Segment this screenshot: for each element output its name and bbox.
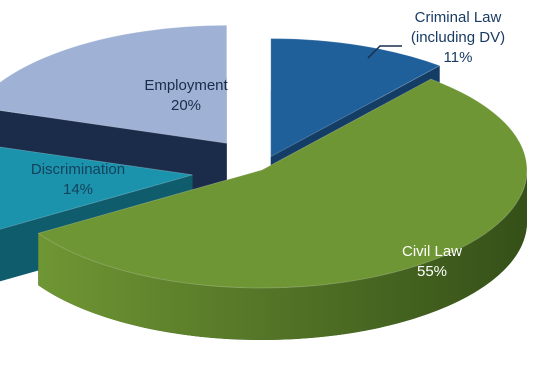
slice-value-label: 11% <box>444 49 473 66</box>
pie-slice <box>37 78 528 289</box>
pie-slice-group <box>37 78 528 341</box>
pie-slice <box>270 38 441 158</box>
slice-category-label: Employment <box>144 77 228 94</box>
slice-category-label: Discrimination <box>31 161 125 178</box>
slice-category-label: Civil Law <box>402 243 462 260</box>
slice-value-label: 20% <box>171 97 201 114</box>
pie-slice-side <box>38 170 527 340</box>
slice-category-label: Criminal Law <box>415 9 502 26</box>
pie-slice <box>0 24 228 144</box>
slice-category-label: (including DV) <box>411 29 505 46</box>
pie-slice <box>0 146 193 230</box>
slice-value-label: 55% <box>417 263 447 280</box>
slice-value-label: 14% <box>63 181 93 198</box>
leader-line <box>367 45 402 59</box>
